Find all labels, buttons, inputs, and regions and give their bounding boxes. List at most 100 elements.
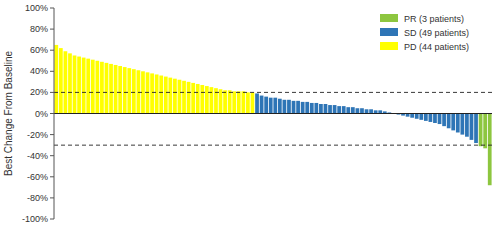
bar [91, 60, 95, 114]
y-tick-label: 80% [30, 24, 48, 34]
bar [127, 68, 131, 113]
legend-swatch [380, 14, 398, 22]
bar [228, 90, 232, 113]
chart: -100%-80%-60%-40%-20%0%20%40%60%80%100%B… [0, 0, 500, 227]
bar [346, 107, 350, 113]
legend-swatch [380, 28, 398, 36]
legend-label: PR (3 patients) [404, 14, 464, 24]
bar [319, 104, 323, 113]
legend-label: SD (49 patients) [404, 28, 469, 38]
bar [237, 91, 241, 113]
bar [105, 63, 109, 114]
y-tick [50, 134, 54, 135]
bar [333, 105, 337, 113]
bar [109, 64, 113, 114]
bar [246, 92, 250, 113]
bar [269, 98, 273, 114]
bar [273, 98, 277, 114]
bar [488, 114, 492, 186]
bar [351, 107, 355, 113]
bar [137, 70, 141, 113]
y-tick-label: -20% [27, 130, 48, 140]
y-tick-label: 60% [30, 45, 48, 55]
bar [187, 82, 191, 114]
bar [59, 48, 63, 113]
bar [54, 45, 58, 114]
bar [68, 53, 72, 113]
y-tick-label: -100% [22, 214, 48, 224]
y-tick [50, 8, 54, 9]
bar [150, 73, 154, 113]
bar [232, 91, 236, 113]
bar [146, 72, 150, 113]
bar [310, 103, 314, 114]
y-tick-label: 100% [25, 3, 48, 13]
y-tick-label: -40% [27, 151, 48, 161]
bar [260, 96, 264, 114]
bar [164, 77, 168, 114]
bar [301, 102, 305, 114]
bar [465, 114, 469, 137]
y-tick-label: 0% [35, 109, 48, 119]
bar [415, 114, 419, 119]
reference-line [54, 113, 492, 114]
bar [360, 108, 364, 113]
legend-swatch [380, 42, 398, 50]
bar [483, 114, 487, 149]
bar [168, 78, 172, 114]
bar [223, 90, 227, 113]
bar [95, 61, 99, 114]
bar [447, 114, 451, 129]
y-tick [50, 29, 54, 30]
bar [337, 106, 341, 113]
bar [305, 102, 309, 114]
bar [255, 93, 259, 113]
bar [470, 114, 474, 140]
bar [205, 86, 209, 113]
bar [278, 99, 282, 114]
bar [132, 69, 136, 113]
bar [456, 114, 460, 133]
bar [114, 65, 118, 114]
bar [219, 89, 223, 113]
y-tick-label: 40% [30, 66, 48, 76]
bar [182, 81, 186, 114]
bar [251, 92, 255, 113]
y-tick [50, 92, 54, 93]
bar [287, 100, 291, 114]
bar [64, 51, 68, 113]
bar [328, 105, 332, 113]
bar [86, 59, 90, 114]
bars [54, 45, 492, 185]
bar [82, 58, 86, 114]
bar [342, 106, 346, 113]
bar [173, 79, 177, 114]
bar [479, 114, 483, 147]
bar [442, 114, 446, 127]
y-tick [50, 71, 54, 72]
bar [429, 114, 433, 122]
bar [292, 101, 296, 114]
bar [369, 109, 373, 113]
bar [73, 55, 77, 113]
bar [210, 87, 214, 113]
bar [264, 97, 268, 114]
bar [419, 114, 423, 120]
y-tick [50, 113, 54, 114]
y-tick [50, 50, 54, 51]
bar [159, 76, 163, 114]
y-tick [50, 219, 54, 220]
y-tick-label: 20% [30, 87, 48, 97]
legend: PR (3 patients)SD (49 patients)PD (44 pa… [380, 14, 469, 52]
bar [100, 62, 104, 114]
bar [296, 101, 300, 114]
bar [155, 74, 159, 113]
bar [191, 83, 195, 114]
bar [314, 103, 318, 114]
y-tick-label: -80% [27, 193, 48, 203]
bar [356, 108, 360, 113]
y-tick-label: -60% [27, 172, 48, 182]
reference-line [54, 145, 492, 146]
bar [196, 84, 200, 114]
reference-line [54, 92, 492, 93]
